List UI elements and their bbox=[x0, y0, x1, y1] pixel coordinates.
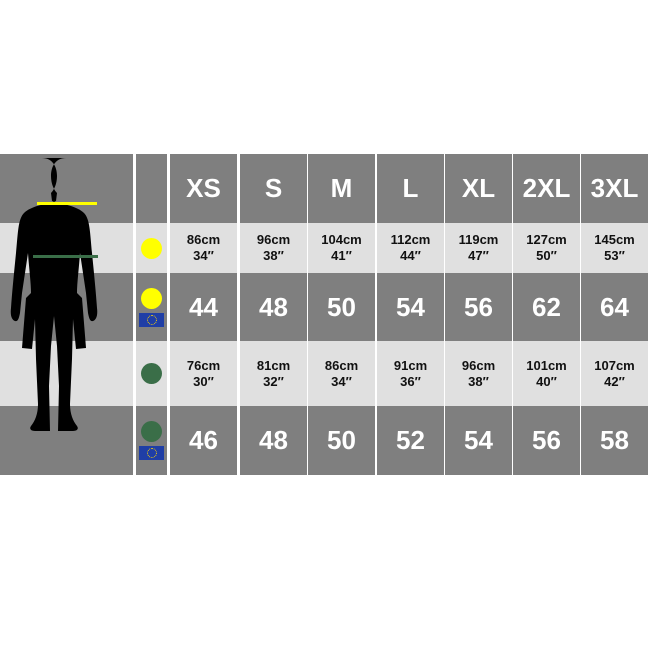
man-silhouette-icon bbox=[10, 158, 98, 431]
waist-line bbox=[33, 255, 98, 258]
size-cell: 119cm 47″ bbox=[445, 223, 512, 273]
size-cell: 81cm 32″ bbox=[240, 341, 307, 406]
cm-value: 107cm bbox=[594, 357, 635, 373]
size-cell: 127cm 50″ bbox=[513, 223, 580, 273]
size-cell: 101cm 40″ bbox=[513, 341, 580, 406]
size-cell: 107cm 42″ bbox=[581, 341, 648, 406]
chest-dot-icon bbox=[141, 237, 162, 259]
size-header: 3XL bbox=[581, 154, 648, 223]
icon-cell bbox=[136, 273, 167, 341]
inches-value: 34″ bbox=[331, 373, 352, 389]
size-cell: 50 bbox=[308, 406, 375, 475]
cm-value: 127cm bbox=[526, 232, 567, 247]
inches-value: 38″ bbox=[263, 248, 284, 263]
inches-value: 34″ bbox=[193, 248, 214, 263]
eu-flag-icon bbox=[139, 312, 164, 327]
cm-value: 101cm bbox=[526, 357, 567, 373]
cm-value: 91cm bbox=[393, 357, 428, 373]
chest-line bbox=[37, 202, 97, 205]
size-cell: 112cm 44″ bbox=[377, 223, 444, 273]
inches-value: 40″ bbox=[536, 373, 557, 389]
size-cell: 56 bbox=[445, 273, 512, 341]
eu-stars bbox=[146, 448, 157, 458]
size-cell: 145cm 53″ bbox=[581, 223, 648, 273]
cm-value: 81cm bbox=[256, 357, 291, 373]
size-header: L bbox=[377, 154, 444, 223]
cm-value: 119cm bbox=[458, 232, 499, 247]
inches-value: 32″ bbox=[263, 373, 284, 389]
size-chart: XS S M L XL 2XL 3XL 86cm 34″ 96cm 38″ 104cm 41″ 112cm… bbox=[0, 154, 650, 475]
eu-flag-icon bbox=[139, 446, 164, 460]
size-cell: 58 bbox=[581, 406, 648, 475]
cm-value: 76cm bbox=[186, 357, 221, 373]
eu-stars bbox=[146, 314, 157, 325]
size-cell: 64 bbox=[581, 273, 648, 341]
size-header: XL bbox=[445, 154, 512, 223]
size-cell: 96cm 38″ bbox=[445, 341, 512, 406]
inches-value: 36″ bbox=[400, 373, 421, 389]
size-cell: 52 bbox=[377, 406, 444, 475]
inches-value: 41″ bbox=[331, 248, 352, 263]
cm-value: 112cm bbox=[390, 232, 431, 247]
inches-value: 50″ bbox=[536, 248, 557, 263]
size-cell: 62 bbox=[513, 273, 580, 341]
size-header: 2XL bbox=[513, 154, 580, 223]
size-header: M bbox=[308, 154, 375, 223]
cm-value: 104cm bbox=[321, 232, 362, 247]
chest-eu-icon bbox=[141, 287, 162, 309]
cm-value: 145cm bbox=[594, 232, 635, 247]
inches-value: 38″ bbox=[468, 373, 489, 389]
size-cell: 91cm 36″ bbox=[377, 341, 444, 406]
icon-cell bbox=[136, 341, 167, 406]
size-cell: 48 bbox=[240, 273, 307, 341]
size-cell: 54 bbox=[377, 273, 444, 341]
cm-value: 96cm bbox=[256, 232, 291, 247]
size-cell: 76cm 30″ bbox=[170, 341, 237, 406]
size-cell: 96cm 38″ bbox=[240, 223, 307, 273]
size-header: XS bbox=[170, 154, 237, 223]
size-cell: 46 bbox=[170, 406, 237, 475]
icon-cell bbox=[136, 406, 167, 475]
inches-value: 53″ bbox=[604, 248, 625, 263]
size-cell: 50 bbox=[308, 273, 375, 341]
icon-header-cell bbox=[136, 154, 167, 223]
size-cell: 48 bbox=[240, 406, 307, 475]
size-cell: 86cm 34″ bbox=[170, 223, 237, 273]
inches-value: 44″ bbox=[400, 248, 421, 263]
size-cell: 56 bbox=[513, 406, 580, 475]
waist-dot-icon bbox=[141, 363, 162, 384]
size-header: S bbox=[240, 154, 307, 223]
size-cell: 86cm 34″ bbox=[308, 341, 375, 406]
waist-eu-icon bbox=[141, 421, 162, 442]
size-cell: 104cm 41″ bbox=[308, 223, 375, 273]
inches-value: 42″ bbox=[604, 373, 625, 389]
cm-value: 96cm bbox=[461, 357, 496, 373]
size-cell: 44 bbox=[170, 273, 237, 341]
cm-value: 86cm bbox=[324, 357, 359, 373]
size-cell: 54 bbox=[445, 406, 512, 475]
inches-value: 47″ bbox=[468, 248, 489, 263]
inches-value: 30″ bbox=[193, 373, 214, 389]
icon-cell bbox=[136, 223, 167, 273]
cm-value: 86cm bbox=[186, 232, 221, 247]
